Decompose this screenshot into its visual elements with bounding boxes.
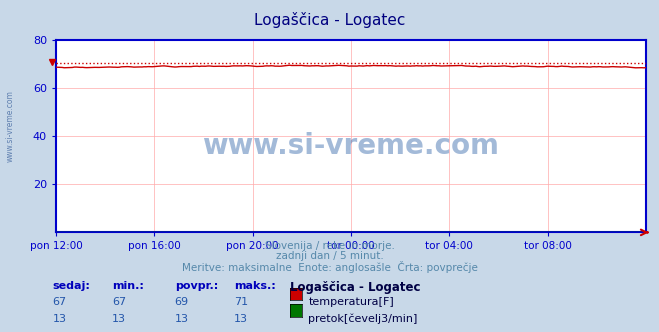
Text: www.si-vreme.com: www.si-vreme.com (202, 132, 500, 160)
Text: Logaščica - Logatec: Logaščica - Logatec (290, 281, 420, 293)
Text: 13: 13 (53, 314, 67, 324)
Text: 13: 13 (175, 314, 188, 324)
Text: Slovenija / reke in morje.: Slovenija / reke in morje. (264, 241, 395, 251)
Text: Logaščica - Logatec: Logaščica - Logatec (254, 12, 405, 28)
Text: pretok[čevelj3/min]: pretok[čevelj3/min] (308, 314, 418, 324)
Text: povpr.:: povpr.: (175, 281, 218, 290)
Text: sedaj:: sedaj: (53, 281, 90, 290)
Text: 13: 13 (234, 314, 248, 324)
Text: www.si-vreme.com: www.si-vreme.com (5, 90, 14, 162)
Text: temperatura[F]: temperatura[F] (308, 297, 394, 307)
Text: Meritve: maksimalne  Enote: anglosašle  Črta: povprečje: Meritve: maksimalne Enote: anglosašle Čr… (182, 261, 477, 273)
Text: 71: 71 (234, 297, 248, 307)
Text: 67: 67 (112, 297, 126, 307)
Text: 67: 67 (53, 297, 67, 307)
Text: 69: 69 (175, 297, 188, 307)
Text: maks.:: maks.: (234, 281, 275, 290)
Text: 13: 13 (112, 314, 126, 324)
Text: min.:: min.: (112, 281, 144, 290)
Text: zadnji dan / 5 minut.: zadnji dan / 5 minut. (275, 251, 384, 261)
